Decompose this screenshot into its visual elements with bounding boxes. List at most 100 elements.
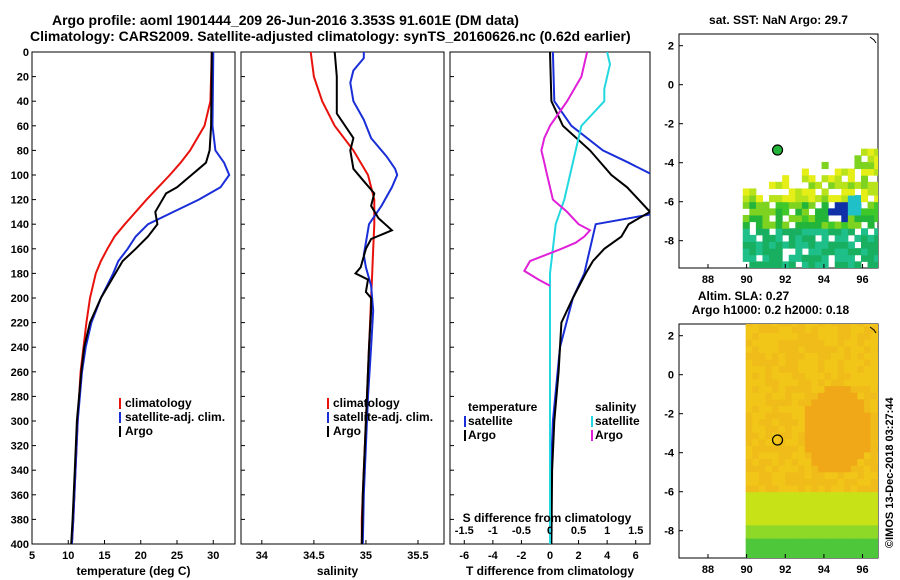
sst-cell	[755, 248, 763, 256]
sst-cell	[782, 201, 790, 209]
sla-cell	[745, 445, 753, 453]
sla-cell	[804, 531, 812, 539]
sst-cell	[874, 248, 878, 256]
sst-cell	[749, 188, 757, 196]
sst-map-panel: 88 90 92 94 96 2 0 -2 -4 -6 -8 sat. SST: NaN Argo: …	[664, 13, 879, 286]
sla-cell	[870, 451, 878, 460]
sla-cell	[804, 438, 812, 446]
sst-cell	[775, 228, 783, 236]
sla-cell	[824, 425, 832, 433]
sla-cell	[765, 465, 773, 473]
sla-cell	[804, 339, 812, 347]
sst-cell	[808, 261, 816, 268]
sst-cell	[874, 155, 878, 163]
sla-cell	[850, 359, 858, 367]
sla-cell	[758, 538, 766, 546]
y-tick-label: 100	[11, 170, 29, 182]
sla-cell	[857, 392, 865, 400]
sst-cell	[874, 181, 878, 189]
sla-cell	[804, 445, 812, 453]
sla-cell	[765, 425, 773, 433]
legend-label: Argo	[333, 424, 361, 438]
sst-cell	[808, 228, 816, 236]
sst-cell	[775, 214, 783, 223]
sla-cell	[850, 538, 858, 546]
sla-cell	[844, 498, 852, 506]
sla-cell	[798, 365, 806, 373]
sla-cell	[824, 551, 832, 558]
sla-cell	[870, 372, 878, 380]
sst-cell	[854, 221, 862, 229]
sla-cell	[804, 518, 812, 526]
sla-cell	[791, 478, 799, 486]
sst-cell	[841, 221, 849, 229]
sla-cell	[837, 485, 845, 493]
sla-cell	[798, 332, 806, 340]
sla-cell	[857, 531, 865, 539]
map-y-tick-label: -4	[664, 158, 675, 170]
sst-cell	[775, 241, 783, 249]
sla-cell	[870, 498, 878, 506]
sla-cell	[785, 432, 793, 440]
sst-cell	[808, 195, 816, 203]
sla-cell	[778, 504, 786, 513]
sst-cell	[749, 195, 757, 203]
sst-cell	[828, 181, 836, 189]
map-y-tick-label: -2	[664, 119, 674, 131]
sst-cell	[867, 261, 875, 268]
sla-cell	[752, 332, 760, 340]
sla-cell	[758, 359, 766, 367]
sst-cell	[841, 188, 849, 196]
sla-cell	[752, 425, 760, 433]
x-tick-label: 34.5	[303, 550, 324, 562]
sla-cell	[837, 365, 845, 373]
sla-cell	[877, 345, 878, 353]
sla-cell	[824, 458, 832, 466]
sst-cell	[847, 188, 855, 196]
sla-cell	[837, 398, 845, 407]
sla-cell	[863, 478, 871, 486]
y-tick-label: 60	[17, 121, 29, 133]
sst-cell	[821, 234, 829, 242]
sla-cell	[837, 372, 845, 380]
sla-cell	[745, 365, 753, 373]
sla-cell	[804, 478, 812, 486]
legend-label: satellite-adj. clim.	[125, 410, 225, 424]
sst-cell	[821, 188, 829, 196]
sst-cell	[808, 234, 816, 242]
sst-cell	[755, 228, 763, 236]
sst-cell	[867, 241, 875, 249]
sla-cell	[804, 538, 812, 546]
argo-position-marker	[771, 144, 784, 156]
sla-cell	[870, 418, 878, 426]
sst-cell	[828, 195, 836, 203]
sla-cell	[771, 524, 779, 532]
sla-cell	[831, 438, 839, 446]
x-axis-label: salinity	[317, 564, 359, 578]
sla-cell	[817, 378, 825, 387]
sla-cell	[765, 372, 773, 380]
sla-cell	[863, 378, 871, 387]
sla-cell	[791, 544, 799, 552]
sst-cell	[821, 254, 829, 262]
sla-cell	[817, 551, 825, 558]
sla-cell	[850, 471, 858, 479]
sst-cell	[847, 241, 855, 249]
header-line-2: Climatology: CARS2009. Satellite-adjuste…	[30, 28, 631, 44]
sst-cell	[860, 214, 869, 223]
sla-cell	[758, 491, 766, 499]
sla-cell	[771, 405, 779, 413]
map-y-tick-label: -6	[664, 487, 674, 499]
sst-cell	[742, 234, 750, 242]
sst-cell	[755, 201, 763, 209]
sla-cell	[804, 365, 812, 373]
sst-cell	[742, 248, 750, 256]
sla-cell	[817, 504, 825, 513]
sla-cell	[804, 398, 812, 407]
y-tick-label: 180	[11, 268, 29, 280]
sla-cell	[798, 324, 806, 327]
sla-cell	[758, 451, 766, 460]
sla-cell	[785, 378, 793, 387]
sla-cell	[804, 511, 812, 519]
